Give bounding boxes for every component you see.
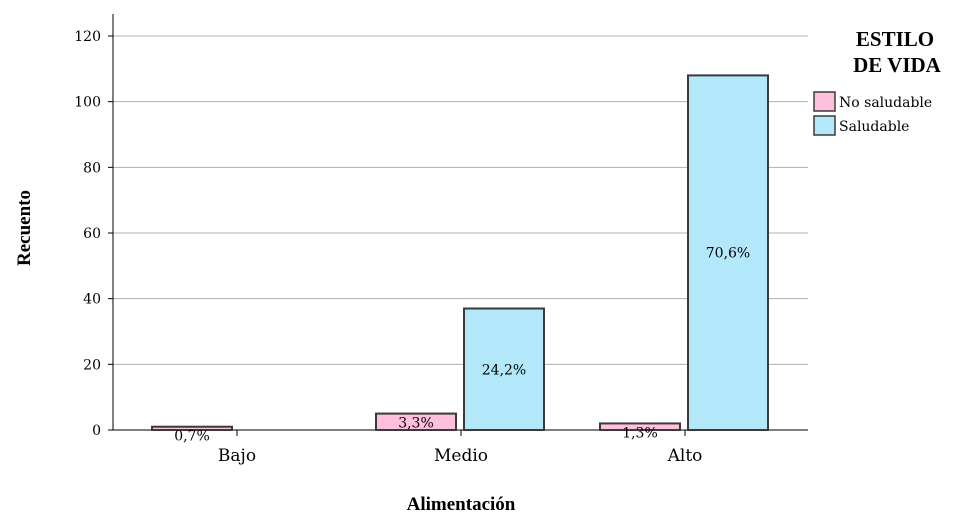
data-label-no-saludable-bajo: 0,7% — [174, 429, 210, 445]
legend-label-saludable: Saludable — [839, 119, 909, 135]
data-label-no-saludable-medio: 3,3% — [398, 416, 434, 432]
data-labels: 0,7% 3,3% 24,2% 1,3% 70,6% — [174, 246, 750, 445]
y-tick-label-40: 40 — [83, 292, 101, 308]
bars — [151, 74, 769, 432]
y-tick-label-100: 100 — [74, 95, 101, 111]
y-axis-title: Recuento — [14, 190, 35, 266]
x-tick-label-medio: Medio — [434, 446, 488, 466]
y-axis-ticks: 0 20 40 60 80 100 120 — [74, 29, 113, 439]
data-label-saludable-alto: 70,6% — [706, 246, 750, 262]
legend-title-line2: DE VIDA — [853, 53, 942, 77]
legend-swatch-saludable — [813, 115, 836, 136]
bar-no-saludable-medio — [375, 412, 457, 432]
x-axis-title: Alimentación — [407, 494, 516, 514]
bar-no-saludable-bajo — [151, 425, 233, 432]
y-tick-label-80: 80 — [83, 160, 101, 176]
bar-saludable-medio — [463, 307, 545, 431]
x-tick-label-bajo: Bajo — [218, 446, 256, 466]
data-label-no-saludable-alto: 1,3% — [622, 425, 658, 441]
x-axis-categories: Bajo Medio Alto — [218, 430, 702, 466]
legend: ESTILO DE VIDA No saludable Saludable — [813, 27, 942, 136]
legend-swatch-no-saludable — [813, 91, 836, 112]
data-label-saludable-medio: 24,2% — [482, 362, 526, 378]
y-tick-label-60: 60 — [83, 226, 101, 242]
bar-saludable-alto — [687, 74, 769, 432]
y-tick-label-120: 120 — [74, 29, 101, 45]
legend-items: No saludable Saludable — [813, 91, 932, 136]
x-tick-label-alto: Alto — [667, 446, 703, 466]
y-tick-label-0: 0 — [92, 423, 101, 439]
legend-label-no-saludable: No saludable — [839, 95, 932, 111]
y-tick-label-20: 20 — [83, 357, 101, 373]
bar-no-saludable-alto — [599, 422, 681, 431]
legend-title-line1: ESTILO — [856, 27, 934, 51]
